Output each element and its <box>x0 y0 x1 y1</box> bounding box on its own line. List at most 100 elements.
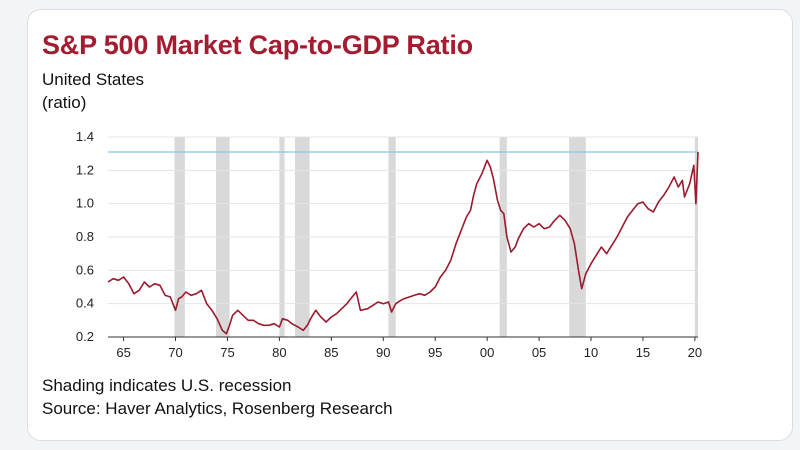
data-point <box>466 216 468 218</box>
data-point <box>185 291 187 293</box>
series-layer <box>107 151 699 335</box>
data-point <box>460 230 462 232</box>
data-point <box>247 320 249 322</box>
data-point <box>395 303 397 305</box>
data-point <box>128 283 130 285</box>
data-point <box>538 223 540 225</box>
axes <box>108 336 698 341</box>
data-point <box>429 291 431 293</box>
data-point <box>663 195 665 197</box>
data-point <box>585 273 587 275</box>
data-point <box>237 310 239 312</box>
data-point <box>658 201 660 203</box>
data-point <box>668 186 670 188</box>
data-point <box>445 270 447 272</box>
data-point <box>528 223 530 225</box>
gridlines <box>108 136 698 305</box>
data-point <box>154 283 156 285</box>
data-point <box>253 320 255 322</box>
x-tick-label: 75 <box>220 345 234 360</box>
data-point <box>647 208 649 210</box>
chart-card <box>27 9 793 441</box>
data-point <box>695 203 697 205</box>
data-point <box>282 318 284 320</box>
data-point <box>206 303 208 305</box>
data-point <box>331 316 333 318</box>
data-point <box>181 296 183 298</box>
x-tick-label: 65 <box>116 345 130 360</box>
data-point <box>682 180 684 182</box>
data-point <box>554 220 556 222</box>
y-tick-label: 0.4 <box>76 296 94 311</box>
data-point <box>307 325 309 327</box>
x-tick-label: 05 <box>532 345 546 360</box>
x-tick-label: 95 <box>428 345 442 360</box>
chart-subtitle: United States <box>42 70 145 89</box>
x-tick-label: 10 <box>584 345 598 360</box>
data-point <box>677 186 679 188</box>
data-point <box>302 330 304 332</box>
data-point <box>377 301 379 303</box>
data-point <box>673 176 675 178</box>
data-point <box>107 281 109 283</box>
data-point <box>144 281 146 283</box>
y-tick-label: 0.8 <box>76 229 94 244</box>
data-point <box>581 288 583 290</box>
data-point <box>346 303 348 305</box>
data-point <box>388 301 390 303</box>
y-tick-label: 1.0 <box>76 196 94 211</box>
data-point <box>434 286 436 288</box>
data-point <box>510 251 512 253</box>
data-point <box>190 295 192 297</box>
data-point <box>533 226 535 228</box>
data-point <box>325 321 327 323</box>
data-point <box>500 210 502 212</box>
data-point <box>273 323 275 325</box>
data-point <box>497 200 499 202</box>
data-point <box>310 318 312 320</box>
y-tick-label: 0.2 <box>76 329 94 344</box>
data-point <box>523 228 525 230</box>
data-point <box>242 315 244 317</box>
data-point <box>367 308 369 310</box>
data-point <box>164 295 166 297</box>
data-point <box>616 236 618 238</box>
data-point <box>372 305 374 307</box>
data-point <box>578 270 580 272</box>
data-point <box>470 210 472 212</box>
data-point <box>149 286 151 288</box>
data-point <box>408 296 410 298</box>
data-point <box>351 296 353 298</box>
data-point <box>424 295 426 297</box>
data-point <box>473 195 475 197</box>
data-point <box>503 213 505 215</box>
data-point <box>564 220 566 222</box>
y-tick-label: 1.2 <box>76 162 94 177</box>
data-point <box>606 253 608 255</box>
data-point <box>287 320 289 322</box>
y-tick-label: 0.6 <box>76 262 94 277</box>
data-point <box>693 165 695 167</box>
data-point <box>611 245 613 247</box>
data-point <box>486 160 488 162</box>
chart-title: S&P 500 Market Cap-to-GDP Ratio <box>42 30 473 60</box>
x-tick-label: 15 <box>636 345 650 360</box>
data-point <box>549 226 551 228</box>
source-note: Source: Haver Analytics, Rosenberg Resea… <box>42 399 393 418</box>
data-point <box>543 228 545 230</box>
data-point <box>355 291 357 293</box>
data-point <box>642 201 644 203</box>
data-point <box>382 303 384 305</box>
y-axis-unit: (ratio) <box>42 93 87 112</box>
data-point <box>590 263 592 265</box>
recession-note: Shading indicates U.S. recession <box>42 376 292 395</box>
data-point <box>689 183 691 185</box>
data-point <box>627 216 629 218</box>
data-point <box>476 183 478 185</box>
data-point <box>574 243 576 245</box>
data-point <box>506 236 508 238</box>
data-point <box>279 326 281 328</box>
data-point <box>414 295 416 297</box>
x-tick-label: 70 <box>168 345 182 360</box>
data-point <box>621 226 623 228</box>
